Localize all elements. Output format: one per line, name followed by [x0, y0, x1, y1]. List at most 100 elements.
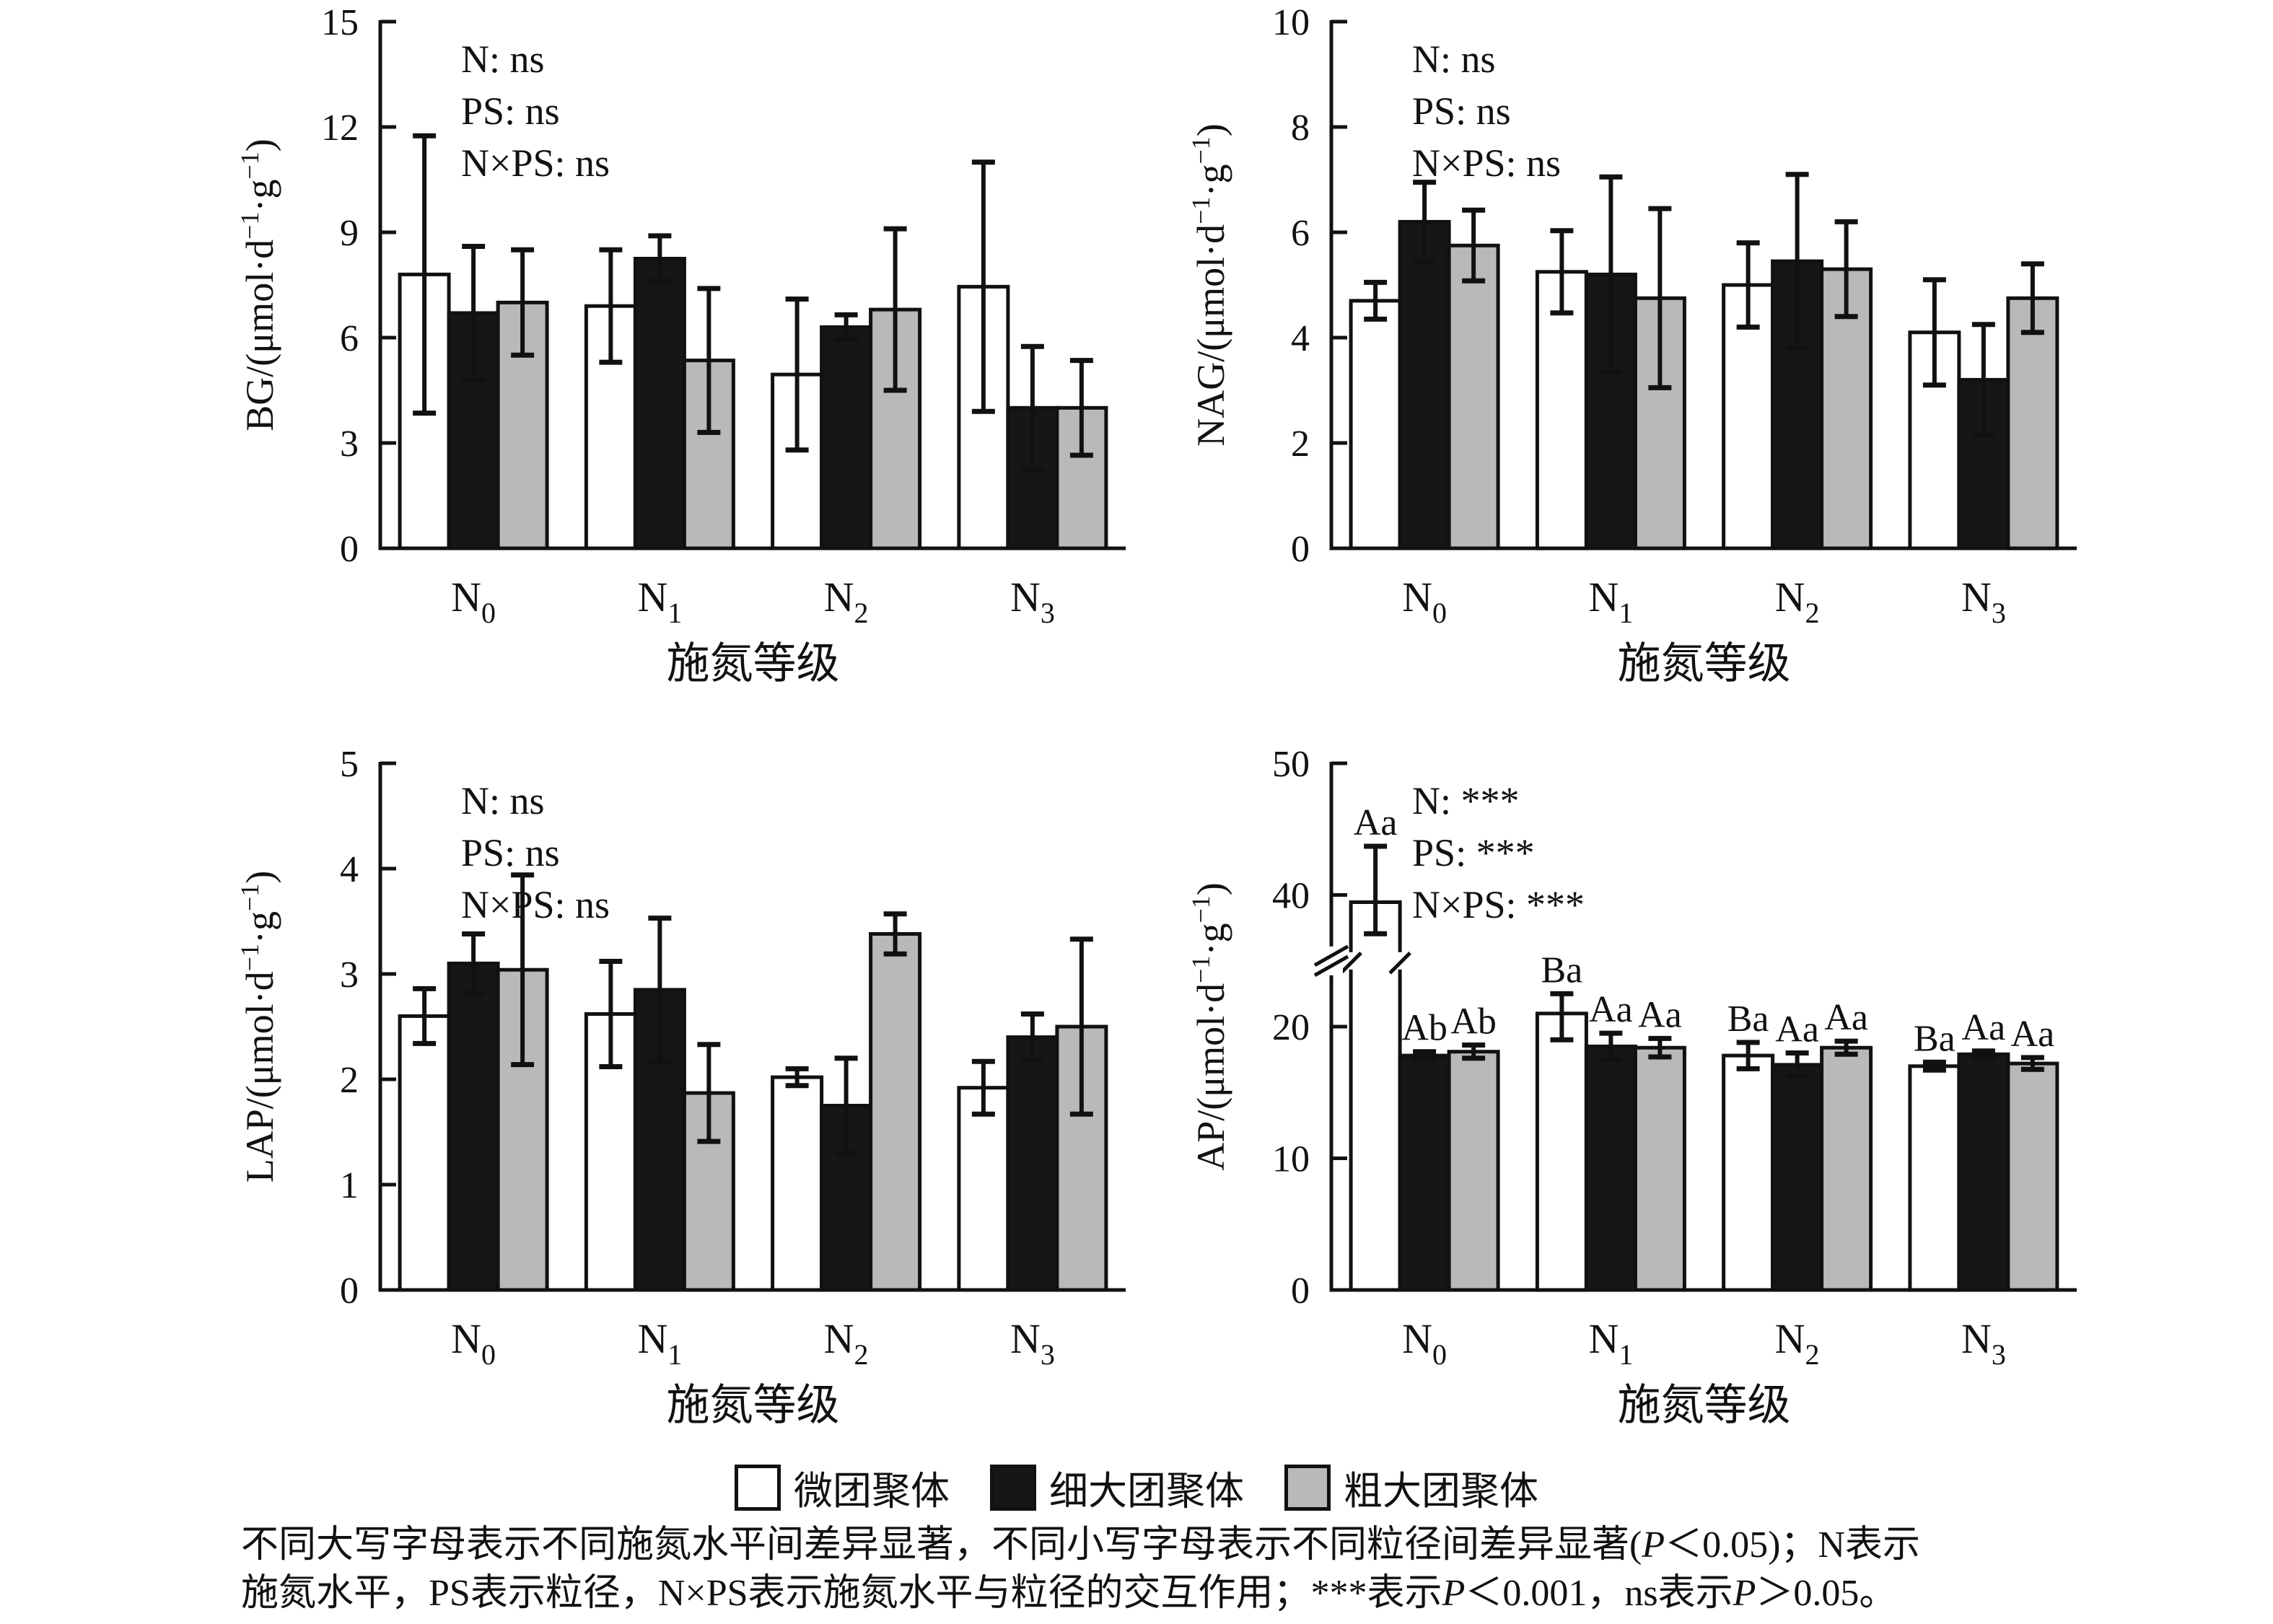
y-axis-title: AP/(μmol·d−1·g−1)	[1186, 882, 1232, 1171]
legend: 微团聚体 细大团聚体 粗大团聚体	[0, 1459, 2273, 1516]
x-tick-label: N2	[824, 1315, 869, 1371]
x-axis-title: 施氮等级	[1618, 640, 1791, 688]
error-bar	[971, 159, 995, 414]
error-bar	[834, 1055, 858, 1156]
error-bar	[1069, 936, 1093, 1117]
y-tick-label: 4	[340, 849, 359, 890]
chart-BG-svg: 0 3 6 9 12 15 N: ns PS: ns N×PS: ns N0 N1 N2 N3 施氮等级 B…	[235, 2, 1126, 688]
anova-note: N×PS: ns	[461, 141, 610, 185]
error-bar	[599, 959, 623, 1069]
error-bar	[1785, 172, 1809, 351]
error-bar	[1550, 991, 1574, 1043]
error-bar	[1648, 1035, 1672, 1060]
y-tick-label: 9	[340, 213, 359, 254]
error-bar	[971, 1058, 995, 1117]
chart-ap: 0 10 20 40 50 N: *** PS: *** N×PS: *** Aa Ab Ab Ba A…	[1059, 742, 2106, 1470]
x-tick-label: N3	[1010, 574, 1055, 629]
x-tick-label: N2	[1775, 574, 1820, 629]
bar	[1447, 1050, 1500, 1292]
bar	[1006, 1035, 1059, 1292]
bar	[398, 1014, 451, 1292]
error-bar	[1364, 843, 1388, 936]
footnote-line: 不同大写字母表示不同施氮水平间差异显著，不同小写字母表示不同粒径间差异显著(P＜…	[241, 1524, 1920, 1566]
x-tick-label: N3	[1010, 1315, 1055, 1371]
error-bar	[1462, 1043, 1486, 1061]
error-bar	[1785, 1050, 1809, 1079]
bar	[1398, 1053, 1451, 1292]
error-bar	[1736, 240, 1760, 330]
error-bar	[1736, 1040, 1760, 1071]
y-tick-label: 20	[1272, 1007, 1310, 1048]
bar	[869, 932, 922, 1292]
y-tick-label: 50	[1272, 744, 1310, 785]
y-tick-label: 1	[340, 1165, 359, 1206]
y-tick-label: 4	[1291, 318, 1310, 359]
sig-letter-label: Ab	[1450, 1001, 1497, 1043]
error-bar	[599, 247, 623, 365]
y-tick-label: 10	[1272, 2, 1310, 43]
y-tick-label: 6	[1291, 213, 1310, 254]
y-tick-label: 15	[321, 2, 359, 43]
error-bar	[2020, 261, 2044, 335]
y-tick-label: 6	[340, 318, 359, 359]
y-tick-label: 0	[340, 529, 359, 570]
anova-note: N: ***	[1412, 779, 1520, 822]
error-bar	[1069, 358, 1093, 458]
bar	[2006, 1061, 2059, 1292]
bar	[1584, 1044, 1637, 1292]
legend-swatch-gray	[1284, 1464, 1331, 1511]
error-bar	[697, 1042, 721, 1144]
error-bar	[1364, 279, 1388, 322]
sig-letter-label: Ba	[1541, 949, 1582, 991]
chart-NAG-svg: 0 2 4 6 8 10 N: ns PS: ns N×PS: ns N0 N1 N2 N3 施氮等级 NA…	[1186, 2, 2077, 688]
chart-nag: 0 2 4 6 8 10 N: ns PS: ns N×PS: ns N0 N1 N2 N3 施氮等级 NA…	[1059, 0, 2106, 729]
x-tick-label: N1	[637, 574, 682, 629]
error-bar	[1413, 1049, 1437, 1063]
legend-label-micro-aggregate: 微团聚体	[794, 1470, 950, 1513]
anova-note: N: ns	[461, 38, 545, 81]
error-bar	[1834, 1038, 1858, 1057]
bar	[447, 961, 500, 1292]
y-tick-label: 0	[1291, 529, 1310, 570]
y-axis-title: LAP/(μmol·d−1·g−1)	[235, 871, 281, 1183]
error-bar	[511, 247, 535, 358]
x-axis-title: 施氮等级	[667, 640, 840, 688]
sig-letter-label: Aa	[1589, 989, 1633, 1030]
error-bar	[883, 226, 907, 393]
y-tick-label: 0	[340, 1270, 359, 1312]
error-bar	[511, 872, 535, 1068]
anova-note: PS: ns	[1412, 89, 1511, 133]
bar	[1722, 1053, 1775, 1292]
x-tick-label: N3	[1961, 574, 2006, 629]
error-bar	[1550, 228, 1574, 316]
bar	[1820, 1045, 1873, 1292]
legend-swatch-white	[735, 1464, 781, 1511]
x-tick-label: N1	[637, 1315, 682, 1371]
sig-letter-label: Aa	[1354, 802, 1398, 843]
sig-letter-label: Aa	[1638, 994, 1682, 1035]
y-axis-title: BG/(μmol·d−1·g−1)	[235, 139, 281, 431]
sig-letter-label: Aa	[1962, 1007, 2006, 1048]
error-bar	[413, 133, 437, 416]
legend-label-fine-macro-aggregate: 细大团聚体	[1049, 1470, 1244, 1513]
anova-note: N×PS: ns	[1412, 141, 1561, 185]
x-axis-title: 施氮等级	[1618, 1382, 1791, 1429]
error-bar	[2020, 1055, 2044, 1072]
bar	[1771, 1063, 1824, 1292]
y-tick-label: 3	[340, 954, 359, 996]
y-tick-label: 3	[340, 423, 359, 465]
y-tick-label: 2	[340, 1060, 359, 1101]
figure-footnote: 不同大写字母表示不同施氮水平间差异显著，不同小写字母表示不同粒径间差异显著(P＜…	[241, 1521, 1920, 1618]
bar	[820, 325, 873, 550]
bar	[1398, 219, 1451, 550]
anova-note: PS: ns	[461, 831, 560, 874]
x-tick-label: N2	[1775, 1315, 1820, 1371]
x-tick-label: N2	[824, 574, 869, 629]
x-tick-label: N3	[1961, 1315, 2006, 1371]
bar	[2006, 296, 2059, 550]
error-bar	[1020, 1011, 1044, 1063]
error-bar	[1971, 1048, 1995, 1061]
bar	[1349, 299, 1402, 550]
